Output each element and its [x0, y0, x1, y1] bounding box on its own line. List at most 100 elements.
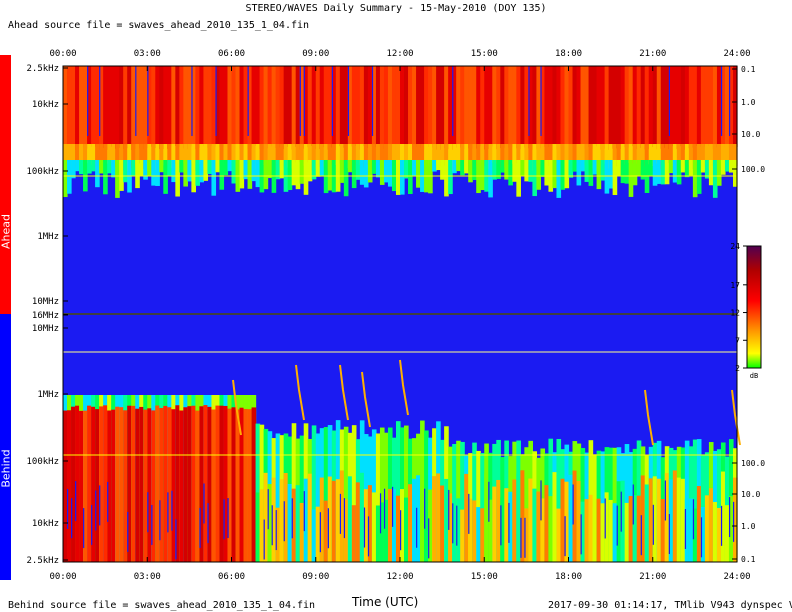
behind-lowfreq-column — [143, 409, 148, 562]
behind-lowfreq-column — [279, 479, 285, 562]
ahead-hf-column — [175, 66, 180, 147]
ahead-edge-column — [115, 160, 120, 198]
ahead-transition-column — [315, 144, 321, 170]
ahead-y-tick-label: 10kHz — [32, 100, 59, 110]
behind-lowfreq-column — [231, 407, 237, 562]
ahead-edge-column — [315, 160, 321, 177]
behind-lowfreq-column — [476, 507, 481, 562]
ahead-transition-column — [704, 144, 710, 167]
ahead-transition-column — [275, 144, 281, 172]
ahead-hf-column — [83, 66, 88, 148]
ahead-edge-column — [255, 160, 261, 188]
ahead-transition-column — [199, 144, 205, 165]
behind-lowfreq-column — [127, 405, 132, 562]
ahead-hf-column — [143, 66, 148, 150]
ahead-gap-line — [720, 66, 723, 136]
behind-lowfreq-column — [199, 406, 205, 562]
ahead-hf-column — [612, 66, 618, 149]
ahead-edge-column — [395, 160, 401, 195]
behind-lowfreq-column — [247, 409, 253, 562]
ahead-transition-column — [520, 144, 525, 163]
x-tick-label-top: 15:00 — [471, 49, 498, 59]
behind-gap-line — [488, 481, 490, 522]
ahead-edge-column — [428, 160, 433, 194]
ahead-hf-column — [468, 66, 473, 149]
ahead-hf-column — [436, 66, 441, 150]
ahead-transition-column — [728, 144, 734, 164]
ahead-hf-column — [512, 66, 517, 147]
ahead-hf-column — [287, 66, 293, 147]
ahead-edge-column — [436, 160, 441, 171]
ahead-edge-column — [716, 160, 722, 186]
ahead-edge-column — [159, 160, 164, 173]
ahead-transition-column — [87, 144, 92, 164]
behind-lowfreq-column — [139, 406, 144, 562]
ahead-transition-column — [75, 144, 80, 169]
ahead-edge-column — [263, 160, 269, 190]
ahead-transition-column — [616, 144, 622, 167]
behind-lowfreq-column — [291, 488, 297, 562]
ahead-hf-column — [239, 66, 245, 149]
ahead-transition-column — [492, 144, 497, 163]
behind-side-band: Behind — [0, 314, 13, 580]
ahead-edge-column — [147, 160, 152, 176]
behind-lowfreq-column — [668, 479, 674, 562]
ahead-gap-line — [247, 66, 249, 136]
ahead-transition-column — [67, 144, 72, 166]
behind-lowfreq-column — [219, 405, 225, 562]
behind-gap-line — [632, 484, 634, 525]
ahead-gap-line — [215, 66, 217, 136]
ahead-hf-column — [664, 66, 670, 148]
ahead-hf-column — [568, 66, 574, 150]
behind-lowfreq-column — [331, 480, 337, 562]
behind-lowfreq-column — [652, 476, 658, 562]
behind-lowfreq-column — [464, 473, 469, 562]
ahead-edge-column — [219, 160, 225, 190]
behind-lowfreq-column — [215, 405, 221, 562]
behind-right-tick-label: 0.1 — [741, 555, 756, 564]
ahead-edge-column — [239, 160, 245, 189]
ahead-transition-column — [592, 144, 598, 169]
behind-lowfreq-column — [343, 499, 349, 562]
behind-gap-line — [448, 489, 450, 530]
ahead-edge-column — [400, 160, 405, 195]
ahead-hf-column — [420, 66, 425, 148]
ahead-transition-column — [335, 144, 341, 165]
behind-gap-line — [291, 498, 293, 539]
ahead-hf-column — [363, 66, 369, 147]
burst-streak — [644, 389, 654, 446]
behind-lowfreq-column — [536, 491, 542, 562]
ahead-hf-column — [572, 66, 578, 147]
ahead-hf-column — [680, 66, 686, 147]
behind-gap-line — [151, 504, 153, 545]
ahead-transition-column — [259, 144, 265, 163]
ahead-transition-column — [159, 144, 164, 163]
ahead-transition-column — [568, 144, 574, 167]
ahead-transition-column — [440, 144, 445, 167]
behind-y-tick-label: 10MHz — [32, 324, 59, 334]
ahead-hf-column — [211, 66, 217, 147]
ahead-transition-column — [211, 144, 217, 168]
ahead-transition-column — [540, 144, 546, 164]
behind-lowfreq-column — [307, 473, 313, 562]
ahead-transition-column — [371, 144, 377, 170]
ahead-hf-column — [684, 66, 690, 150]
ahead-hf-column — [151, 66, 156, 147]
ahead-transition-column — [355, 144, 361, 170]
ahead-edge-column — [231, 160, 237, 184]
ahead-transition-column — [460, 144, 465, 164]
behind-lowfreq-column — [440, 485, 445, 562]
ahead-transition-column — [708, 144, 714, 169]
ahead-edge-column — [488, 160, 493, 198]
ahead-hf-column — [600, 66, 606, 150]
behind-lowfreq-column — [604, 492, 610, 562]
ahead-hf-column — [676, 66, 682, 150]
behind-lowfreq-column — [155, 405, 160, 562]
ahead-transition-column — [548, 144, 554, 166]
ahead-transition-column — [432, 144, 437, 171]
colorbar-tick-label: 7 — [735, 336, 740, 345]
ahead-transition-column — [684, 144, 690, 166]
behind-lowfreq-column — [644, 484, 650, 562]
ahead-hf-column — [528, 66, 533, 149]
